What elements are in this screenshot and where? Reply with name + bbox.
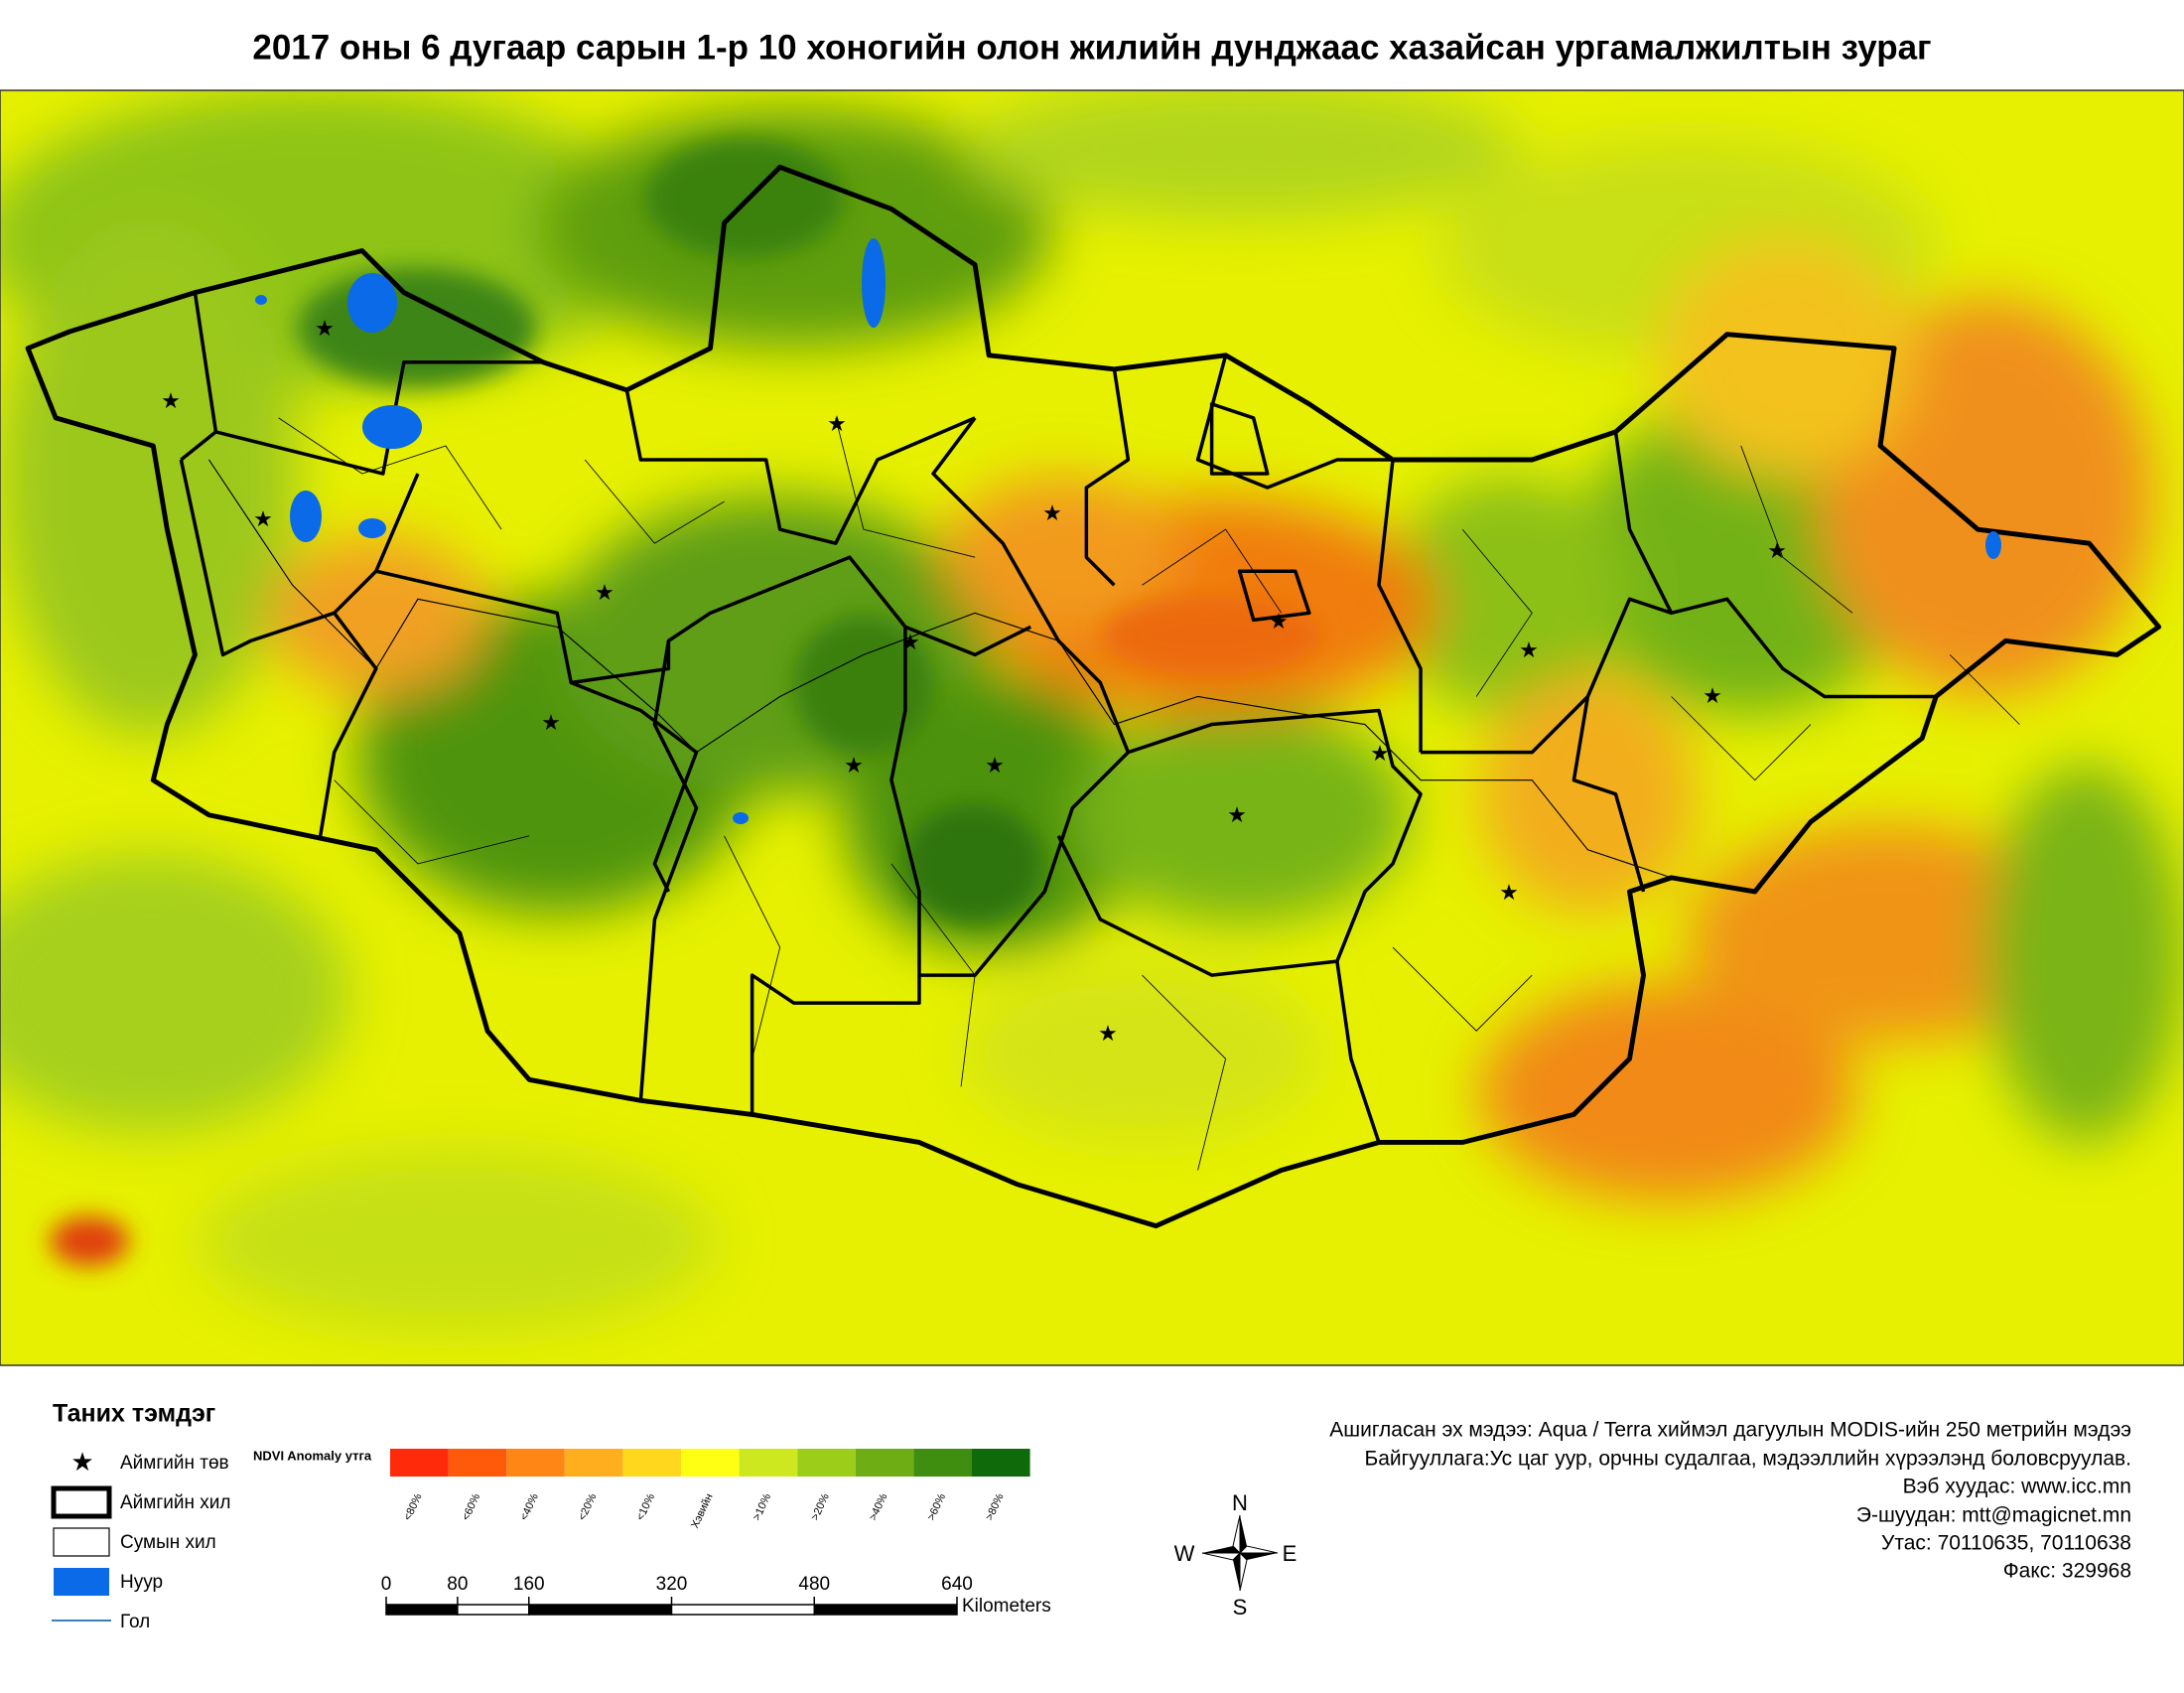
legend-symbols: ★ [51,1447,112,1622]
scale-swatch [739,1449,798,1477]
scale-label: <60% [460,1491,482,1522]
scale-tick-label: 80 [447,1574,468,1595]
compass-west: W [1174,1541,1195,1566]
scale-tick-label: 480 [798,1574,830,1595]
scale-label: Хэвийн [689,1491,716,1530]
scale-segment [528,1604,673,1616]
scale-swatch [972,1449,1030,1477]
info-line: Ашигласан эх мэдээ: Aqua / Terra хиймэл … [1329,1419,2131,1442]
info-line: Утас: 70110635, 70110638 [1881,1532,2131,1555]
scale-label: >80% [984,1491,1007,1522]
svg-text:★: ★ [1519,637,1539,662]
scale-swatch [681,1449,740,1477]
scale-swatch [564,1449,623,1477]
scale-swatch [622,1449,681,1477]
info-line: Э-шуудан: mtt@magicnet.mn [1856,1504,2131,1527]
info-line: Факс: 329968 [2003,1560,2131,1583]
info-line: Вэб хуудас: www.icc.mn [1903,1476,2131,1498]
soum-boundaries [278,417,2020,1171]
scale-swatch [913,1449,972,1477]
scale-swatch [797,1449,856,1477]
scale-tick-label: 160 [513,1574,545,1595]
legend-label: Аймгийн хил [120,1492,230,1513]
scale-label: <10% [634,1491,657,1522]
compass-north: N [1232,1490,1248,1515]
svg-text:★: ★ [1767,538,1787,563]
svg-text:★: ★ [1703,683,1722,708]
scale-unit: Kilometers [962,1596,1051,1617]
svg-text:★: ★ [827,411,847,436]
scale-segment [670,1604,815,1616]
ndvi-raster [0,90,2184,1365]
scale-label: <40% [518,1491,541,1522]
scale-tick-label: 0 [381,1574,392,1595]
scale-swatch [448,1449,507,1477]
svg-text:★: ★ [844,753,864,777]
country-border [25,164,2162,1229]
info-block: Ашигласан эх мэдээ: Aqua / Terra хиймэл … [1329,1419,2131,1583]
legend-title: Таних тэмдэг [53,1400,215,1428]
scale-tick-label: 320 [656,1574,688,1595]
svg-text:★: ★ [1269,609,1289,634]
boundaries [25,164,2162,1229]
legend-label: Гол [120,1612,150,1632]
compass-south: S [1233,1595,1248,1620]
svg-text:★: ★ [315,316,335,341]
svg-text:★: ★ [595,580,614,605]
svg-text:★: ★ [1098,1021,1118,1046]
svg-text:★: ★ [253,506,273,531]
scale-label: <20% [577,1491,600,1522]
scale-tick-label: 640 [941,1574,973,1595]
scale-segment [457,1604,530,1616]
scale-label: <80% [402,1491,425,1522]
map-frame [0,89,2184,1366]
svg-text:★: ★ [1499,880,1519,905]
anomaly-title: NDVI Anomaly утга [253,1448,372,1463]
svg-text:★: ★ [985,753,1005,777]
anomaly-scale: <80% <60% <40% <20% <10% Хэвийн >10% >20% >40% >6… [390,1449,1030,1530]
legend-label: Сумын хил [120,1532,216,1553]
svg-text:★: ★ [1042,500,1062,525]
legend-items: Аймгийн төв Аймгийн хил Сумын хил Нуур Гол [120,1453,230,1632]
scale-label: >10% [751,1491,773,1522]
compass-east: E [1283,1541,1297,1566]
scale-swatch [390,1449,449,1477]
svg-text:★: ★ [70,1447,93,1477]
svg-text:★: ★ [900,630,920,654]
svg-text:★: ★ [161,388,181,413]
compass [1201,1514,1279,1592]
map-title: 2017 оны 6 дугаар сарын 1-р 10 хоногийн … [252,28,1931,67]
aimag-borders [179,292,1937,1144]
scale-label: >60% [925,1491,948,1522]
legend-label: Нуур [120,1572,163,1593]
svg-text:★: ★ [541,710,561,735]
svg-text:★: ★ [1227,802,1247,827]
svg-text:★: ★ [1370,741,1390,766]
scale-label: >20% [809,1491,832,1522]
legend-label: Аймгийн төв [120,1453,229,1474]
scale-segment [813,1604,958,1616]
scale-label: >40% [868,1491,890,1522]
scale-swatch [855,1449,914,1477]
aimag-centers: ★ ★ ★ ★ ★ ★ ★ ★ ★ ★ ★ ★ ★ ★ ★ ★ ★ ★ [161,316,1787,1046]
info-line: Байгууллага:Ус цаг уур, орчны судалгаа, … [1364,1448,2131,1471]
lakes [255,238,2001,824]
scale-swatch [506,1449,565,1477]
scale-segment [385,1604,459,1616]
